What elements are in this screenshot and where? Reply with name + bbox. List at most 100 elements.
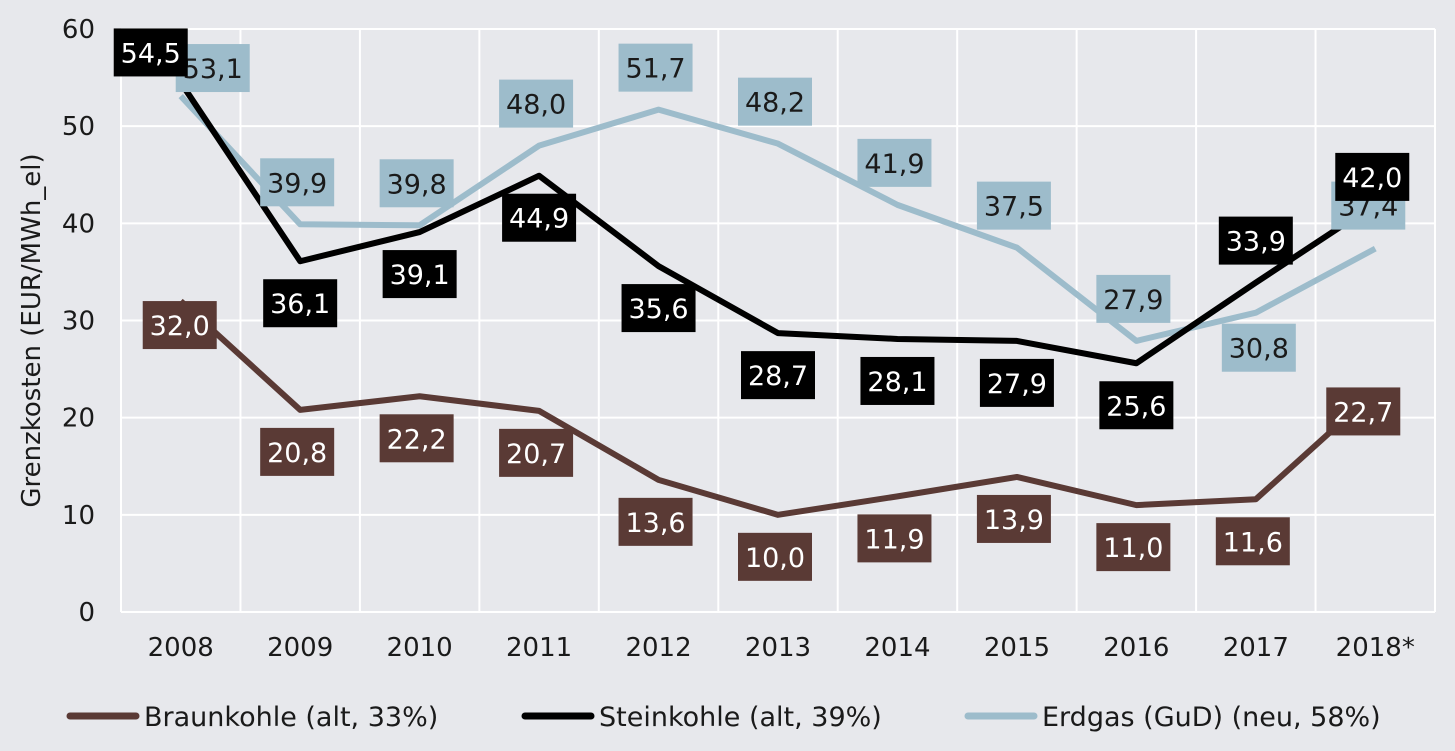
x-tick-label: 2017: [1223, 633, 1289, 663]
data-label: 35,6: [621, 284, 696, 333]
axes: 0 10 20 30 40 50 60 2008 2009 2010 2011 2012 2013 201…: [17, 15, 1415, 663]
data-label-text: 13,6: [625, 508, 685, 539]
data-label-text: 53,1: [183, 54, 243, 85]
data-label-box: [979, 358, 1054, 407]
x-tick-label: 2012: [625, 633, 691, 663]
data-label: 22,2: [379, 414, 454, 463]
data-label-box: [857, 138, 932, 187]
data-label: 20,8: [260, 427, 335, 476]
data-label-text: 10,0: [745, 543, 805, 574]
data-label-box: [738, 532, 812, 581]
data-label-text: 20,7: [506, 439, 566, 470]
legend-label: Steinkohle (alt, 39%): [599, 702, 882, 733]
data-label-text: 41,9: [864, 149, 924, 180]
data-label-text: 32,0: [150, 311, 210, 342]
data-label-text: 39,9: [267, 168, 327, 199]
legend: Braunkohle (alt, 33%) Steinkohle (alt, 39…: [66, 702, 1381, 733]
data-label-text: 35,6: [628, 294, 688, 325]
data-label-box: [499, 79, 574, 128]
data-label-box: [142, 301, 217, 350]
data-label-text: 11,6: [1223, 527, 1283, 558]
x-tick-label: 2011: [506, 633, 572, 663]
x-tick-label: 2014: [864, 633, 930, 663]
data-label: 44,9: [502, 193, 577, 242]
data-label: 48,2: [738, 77, 812, 126]
data-label-box: [499, 428, 574, 477]
data-label: 37,5: [976, 181, 1051, 230]
data-label-box: [379, 414, 454, 463]
data-label: 30,8: [1221, 323, 1296, 372]
data-label-box: [738, 77, 812, 126]
data-label-text: 39,8: [387, 169, 447, 200]
legend-entry: Erdgas (GuD) (neu, 58%): [964, 702, 1381, 733]
data-label-box: [741, 351, 815, 400]
series-lines: [178, 80, 1378, 518]
data-label: 10,0: [738, 532, 812, 581]
data-labels: 32,0 20,8 22,2 20,7 13,6 10,0 11,9 13,9 11,0 11,6…: [113, 28, 1410, 581]
data-label: 48,0: [499, 79, 574, 128]
series-line: [178, 94, 1377, 344]
data-label: 11,0: [1096, 523, 1171, 572]
data-label-box: [976, 494, 1051, 543]
data-label-text: 48,2: [745, 88, 805, 119]
data-label: 28,7: [741, 351, 815, 400]
data-label-box: [1099, 381, 1174, 430]
data-label: 22,7: [1326, 387, 1401, 436]
data-label-box: [618, 43, 693, 92]
data-label: 39,8: [379, 159, 454, 208]
data-label-text: 54,5: [121, 38, 181, 69]
data-label-box: [976, 181, 1051, 230]
data-label-text: 33,9: [1226, 227, 1286, 258]
data-label: 36,1: [263, 279, 338, 328]
x-tick-label: 2013: [745, 633, 811, 663]
y-tick-label: 10: [62, 501, 95, 531]
legend-entry: Braunkohle (alt, 33%): [66, 702, 438, 733]
data-label: 28,1: [860, 356, 935, 405]
y-tick-label: 60: [62, 15, 95, 45]
legend-label: Braunkohle (alt, 33%): [144, 702, 438, 733]
series-line: [178, 80, 1377, 367]
data-label-text: 11,0: [1103, 533, 1163, 564]
x-tick-label: 2010: [387, 633, 453, 663]
data-label-box: [1335, 152, 1410, 201]
data-label: 39,9: [260, 158, 335, 207]
data-label: 53,1: [175, 44, 250, 93]
data-label: 25,6: [1099, 381, 1174, 430]
y-tick-label: 50: [62, 112, 95, 142]
data-label: 13,9: [976, 494, 1051, 543]
data-label-text: 25,6: [1106, 391, 1166, 422]
y-tick-label: 20: [62, 404, 95, 434]
data-label-text: 51,7: [625, 54, 685, 85]
data-label-text: 28,7: [748, 361, 808, 392]
data-label: 27,9: [979, 358, 1054, 407]
data-label-box: [1221, 323, 1296, 372]
data-label-box: [260, 158, 335, 207]
data-label-box: [263, 279, 338, 328]
data-label-box: [502, 193, 577, 242]
data-label-text: 20,8: [267, 438, 327, 469]
data-label: 41,9: [857, 138, 932, 187]
series-line: [178, 298, 1378, 518]
x-tick-label: 2016: [1103, 633, 1169, 663]
data-label: 27,9: [1096, 274, 1171, 323]
data-label-box: [1096, 274, 1171, 323]
x-tick-label: 2015: [984, 633, 1050, 663]
y-tick-label: 0: [78, 598, 95, 628]
x-tick-label: 2008: [148, 633, 214, 663]
data-label-text: 22,2: [387, 424, 447, 455]
data-label: 39,1: [382, 250, 457, 299]
data-label: 11,6: [1215, 517, 1290, 566]
data-label-text: 11,9: [864, 524, 924, 555]
data-label: 32,0: [142, 301, 217, 350]
y-tick-label: 30: [62, 307, 95, 337]
data-label-box: [1218, 216, 1293, 265]
data-label: 33,9: [1218, 216, 1293, 265]
data-label-box: [260, 427, 335, 476]
data-label-text: 27,9: [1103, 285, 1163, 316]
data-label: 54,5: [113, 28, 188, 77]
legend-entry: Steinkohle (alt, 39%): [521, 702, 882, 733]
data-label-text: 48,0: [506, 90, 566, 121]
data-label: 51,7: [618, 43, 693, 92]
data-label: 20,7: [499, 428, 574, 477]
